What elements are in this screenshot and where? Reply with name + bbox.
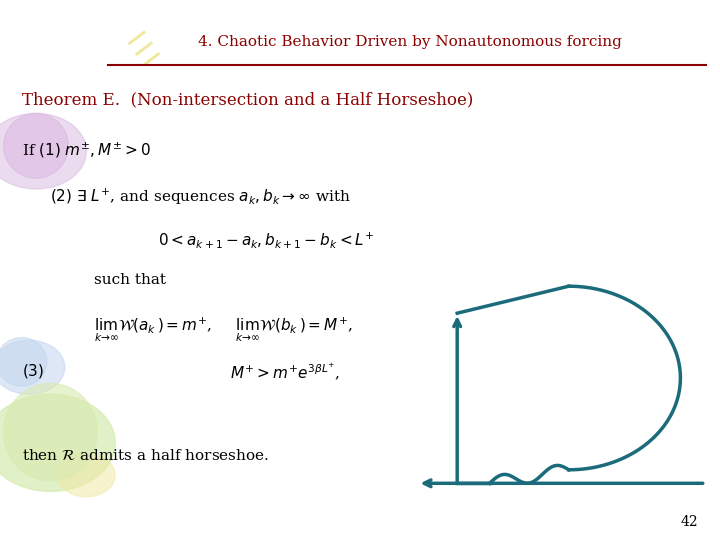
Text: If $(1)$ $m^{\pm}, M^{\pm} > 0$: If $(1)$ $m^{\pm}, M^{\pm} > 0$ [22,140,150,160]
Circle shape [0,113,86,189]
Text: such that: such that [94,273,166,287]
Ellipse shape [4,383,97,481]
Ellipse shape [4,113,68,178]
Ellipse shape [0,338,47,386]
Circle shape [0,394,115,491]
Text: $(3)$: $(3)$ [22,362,44,380]
Text: then $\mathcal{R}$ admits a half horseshoe.: then $\mathcal{R}$ admits a half horsesh… [22,448,269,463]
Circle shape [0,340,65,394]
Text: $M^{+} > m^{+}e^{3\beta L^{+}}$,: $M^{+} > m^{+}e^{3\beta L^{+}}$, [230,362,341,383]
Text: 4. Chaotic Behavior Driven by Nonautonomous forcing: 4. Chaotic Behavior Driven by Nonautonom… [199,35,622,49]
Circle shape [58,454,115,497]
Text: 42: 42 [681,515,698,529]
Text: $(2)$ $\exists$ $L^{+}$, and sequences $a_k, b_k \to \infty$ with: $(2)$ $\exists$ $L^{+}$, and sequences $… [50,186,351,207]
Text: $\lim_{k\to\infty} \mathcal{W}(a_k) = m^{+}$,     $\lim_{k\to\infty} \mathcal{W}: $\lim_{k\to\infty} \mathcal{W}(a_k) = m^… [94,316,352,345]
Text: Theorem E.  (Non-intersection and a Half Horseshoe): Theorem E. (Non-intersection and a Half … [22,92,473,109]
Text: $0 < a_{k+1} - a_k, b_{k+1} - b_k < L^{+}$: $0 < a_{k+1} - a_k, b_{k+1} - b_k < L^{+… [158,230,374,249]
